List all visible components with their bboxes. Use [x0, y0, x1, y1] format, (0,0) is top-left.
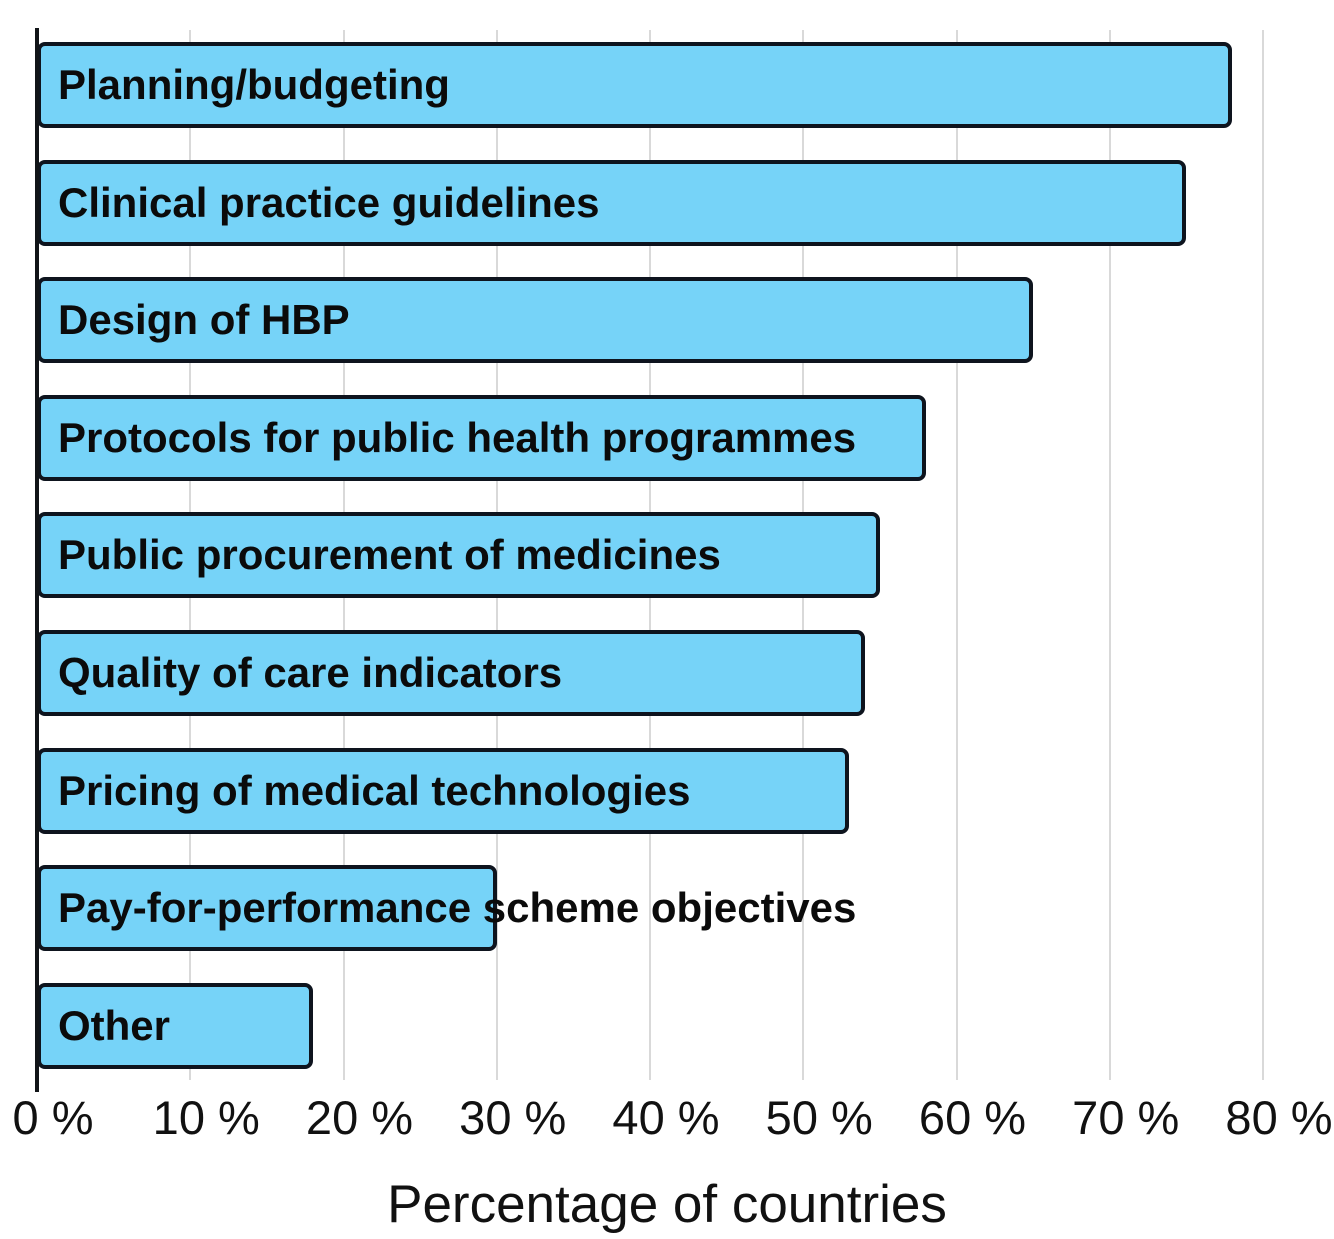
- bar-label: Protocols for public health programmes: [58, 413, 857, 461]
- bar-protocols-for-public-health-programmes: Protocols for public health programmes: [37, 394, 926, 481]
- bar-label: Planning/budgeting: [58, 61, 450, 108]
- gridline-70pct: [1108, 30, 1111, 1080]
- bar-public-procurement-of-medicines: Public procurement of medicines: [37, 512, 880, 599]
- bar-design-of-hbp: Design of HBP: [37, 277, 1034, 364]
- x-axis: 0 % 10 % 20 % 30 % 40 % 50 % 60 % 70 % 80 %: [0, 1092, 1334, 1152]
- x-tick-label-40pct: 40 %: [612, 1091, 720, 1144]
- x-tick-label-50pct: 50 %: [765, 1091, 873, 1144]
- gridline-60pct: [955, 30, 958, 1080]
- bar-label: Clinical practice guidelines: [58, 178, 600, 226]
- bar-label: Quality of care indicators: [58, 649, 563, 696]
- x-tick-label-70pct: 70 %: [1072, 1091, 1180, 1144]
- bar-label: Public procurement of medicines: [58, 531, 721, 579]
- x-tick-label-10pct: 10 %: [152, 1091, 260, 1144]
- x-axis-title: Percentage of countries: [387, 1175, 947, 1234]
- x-tick-label-30pct: 30 %: [459, 1091, 567, 1144]
- bar-label: Pricing of medical technologies: [58, 766, 691, 814]
- bar-label: Other: [58, 1001, 171, 1049]
- bar-clinical-practice-guidelines: Clinical practice guidelines: [37, 159, 1187, 246]
- bar-pricing-of-medical-technologies: Pricing of medical technologies: [37, 747, 850, 834]
- bar-other: Other: [37, 982, 313, 1069]
- bar-label: Pay-for-performance scheme objectives: [58, 884, 857, 932]
- y-axis-line: [35, 28, 39, 1092]
- bar-planning-budgeting: Planning/budgeting: [37, 42, 1233, 128]
- bar-quality-of-care-indicators: Quality of care indicators: [37, 630, 865, 716]
- gridline-80pct: [1262, 30, 1264, 1080]
- x-tick-label-60pct: 60 %: [918, 1091, 1027, 1144]
- bar-label: Design of HBP: [58, 296, 350, 344]
- x-tick-label-80pct: 80 %: [1225, 1091, 1333, 1144]
- x-tick-label-0pct: 0 %: [12, 1091, 94, 1144]
- plot-area: Planning/budgeting Clinical practice guid…: [37, 30, 1264, 1080]
- bar-pay-for-performance-scheme-objectives: Pay-for-performance scheme objectives: [37, 865, 856, 952]
- x-tick-label-20pct: 20 %: [305, 1091, 414, 1144]
